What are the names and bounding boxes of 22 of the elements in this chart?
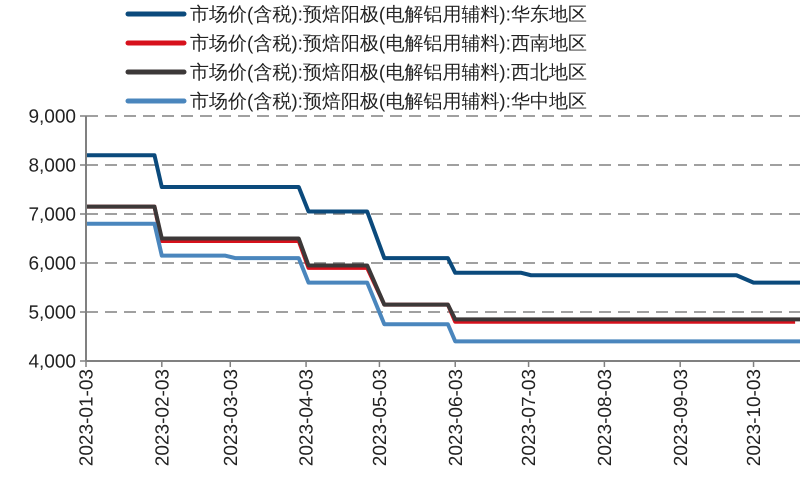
line-series — [84, 153, 800, 285]
x-tick-label: 2023-01-03 — [76, 369, 98, 466]
y-tick-label: 9,000 — [28, 106, 76, 128]
x-tick-label: 2023-10-03 — [744, 369, 766, 466]
x-tick-label: 2023-02-03 — [152, 369, 174, 466]
x-tick-label: 2023-08-03 — [595, 369, 616, 466]
x-tick-label: 2023-06-03 — [446, 369, 467, 466]
x-tick-label: 2023-05-03 — [370, 369, 392, 466]
x-tick-label: 2023-09-03 — [670, 369, 692, 466]
y-tick-label: 7,000 — [28, 204, 76, 226]
x-tick-label: 2023-03-03 — [220, 369, 242, 466]
x-tick-label: 2023-07-03 — [519, 369, 540, 466]
line-series — [84, 222, 800, 344]
legend-label: 市场价(含税):预焙阳极(电解铝用辅料):西北地区 — [190, 62, 587, 84]
x-tick-label: 2023-04-03 — [296, 369, 318, 466]
legend-label: 市场价(含税):预焙阳极(电解铝用辅料):西南地区 — [190, 32, 587, 55]
y-tick-label: 5,000 — [28, 302, 76, 324]
y-tick-label: 4,000 — [28, 352, 76, 373]
legend-label: 市场价(含税):预焙阳极(电解铝用辅料):华东地区 — [190, 4, 587, 26]
legend-label: 市场价(含税):预焙阳极(电解铝用辅料):华中地区 — [190, 90, 587, 113]
y-tick-label: 8,000 — [28, 156, 76, 177]
y-tick-label: 6,000 — [28, 254, 76, 275]
